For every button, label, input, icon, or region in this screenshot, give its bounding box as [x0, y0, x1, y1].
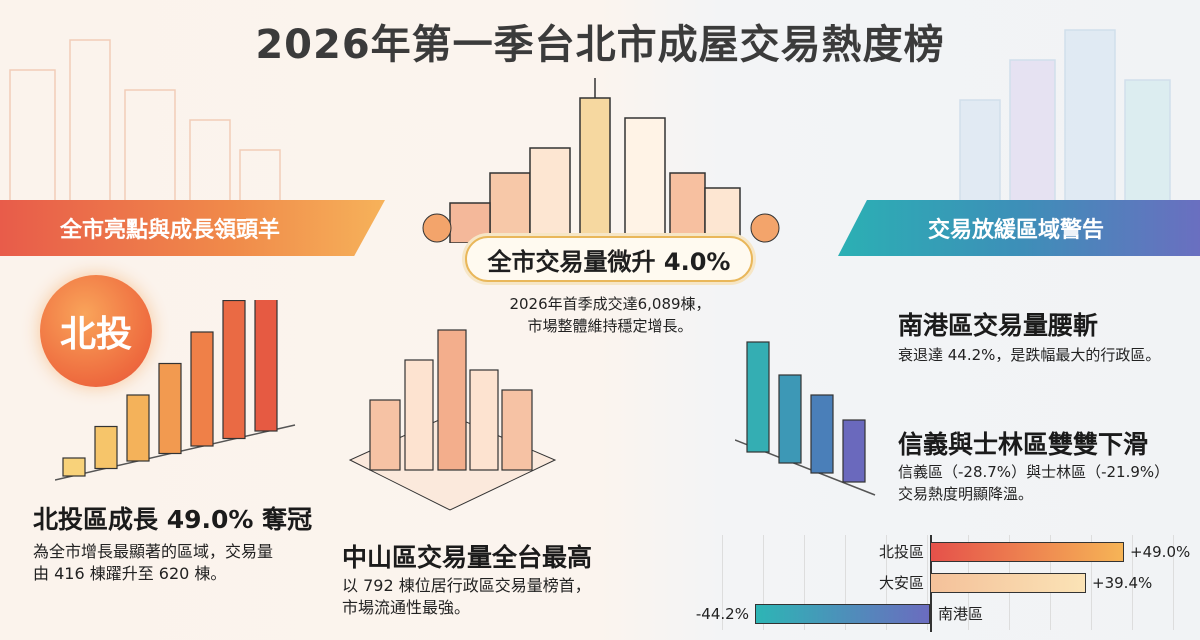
gridline — [722, 535, 723, 630]
citywide-summary: 2026年首季成交達6,089棟， 市場整體維持穩定增長。 — [470, 293, 750, 337]
gridline — [763, 535, 764, 630]
right-section-banner: 交易放緩區域警告 — [838, 200, 1200, 256]
page-title: 2026年第一季台北市成屋交易熱度榜 — [255, 22, 945, 68]
nangang-description: 衰退達 44.2%，是跌幅最大的行政區。 — [898, 346, 1161, 364]
growth-bar — [254, 300, 278, 432]
growth-bar — [158, 362, 182, 455]
gridline — [886, 535, 887, 630]
growth-bar — [62, 457, 86, 477]
xinyi-shilin-headline: 信義與士林區雙雙下滑 — [898, 430, 1149, 459]
beitou-description-line1: 為全市增長最顯著的區域，交易量 — [33, 542, 274, 561]
xinyi-shilin-description-line1: 信義區（-28.7%）與士林區（-21.9%） — [898, 463, 1170, 481]
xinyi-shilin-description: 信義區（-28.7%）與士林區（-21.9%） 交易熱度明顯降溫。 — [898, 461, 1169, 505]
gridline — [845, 535, 846, 630]
left-section-banner: 全市亮點與成長領頭羊 — [0, 200, 385, 256]
citywide-summary-line1: 2026年首季成交達6,089棟， — [509, 295, 711, 313]
bar-0 — [930, 542, 1125, 562]
gridline — [804, 535, 805, 630]
zhongshan-city-illustration — [348, 329, 557, 511]
nangang-headline: 南港區交易量腰斬 — [898, 311, 1099, 340]
bar-1 — [930, 573, 1087, 593]
growth-bar — [94, 425, 118, 470]
beitou-description: 為全市增長最顯著的區域，交易量 由 416 棟躍升至 620 棟。 — [33, 541, 273, 585]
zhongshan-headline: 中山區交易量全台最高 — [342, 543, 593, 572]
category-label: 北投區 — [878, 543, 924, 561]
zhongshan-description-line2: 市場流通性最強。 — [342, 598, 471, 617]
citywide-volume-headline: 全市交易量微升 4.0% — [465, 236, 753, 282]
zhongshan-description-line1: 以 792 棟位居行政區交易量榜首， — [342, 576, 591, 595]
xinyi-shilin-description-line2: 交易熱度明顯降溫。 — [898, 485, 1034, 503]
background-skyline-left — [9, 39, 281, 210]
growth-bar-illustration — [55, 300, 296, 481]
value-label: +39.4% — [1092, 574, 1153, 592]
growth-bar — [126, 394, 150, 462]
gridline — [1173, 535, 1174, 630]
decline-bar-illustration — [735, 341, 876, 496]
beitou-description-line2: 由 416 棟躍升至 620 棟。 — [33, 564, 227, 583]
zhongshan-description: 以 792 棟位居行政區交易量榜首， 市場流通性最強。 — [342, 575, 591, 619]
gridline — [1091, 535, 1092, 630]
category-label: 南港區 — [938, 605, 984, 623]
gridline — [927, 535, 928, 630]
category-label: 大安區 — [878, 574, 924, 592]
taipei-skyline-illustration — [422, 78, 780, 243]
district-change-chart: 北投區 +49.0% 大安區 +39.4% 南港區 -44.2% — [680, 530, 1200, 640]
growth-bar — [222, 300, 246, 440]
bar-2 — [754, 604, 930, 624]
value-label: +49.0% — [1130, 543, 1191, 561]
beitou-badge: 北投 — [40, 275, 152, 387]
value-label: -44.2% — [695, 605, 749, 623]
background-skyline-right — [959, 29, 1171, 210]
growth-bar — [190, 331, 214, 447]
gridline — [1132, 535, 1133, 630]
beitou-headline: 北投區成長 49.0% 奪冠 — [33, 505, 313, 534]
citywide-summary-line2: 市場整體維持穩定增長。 — [527, 317, 693, 335]
